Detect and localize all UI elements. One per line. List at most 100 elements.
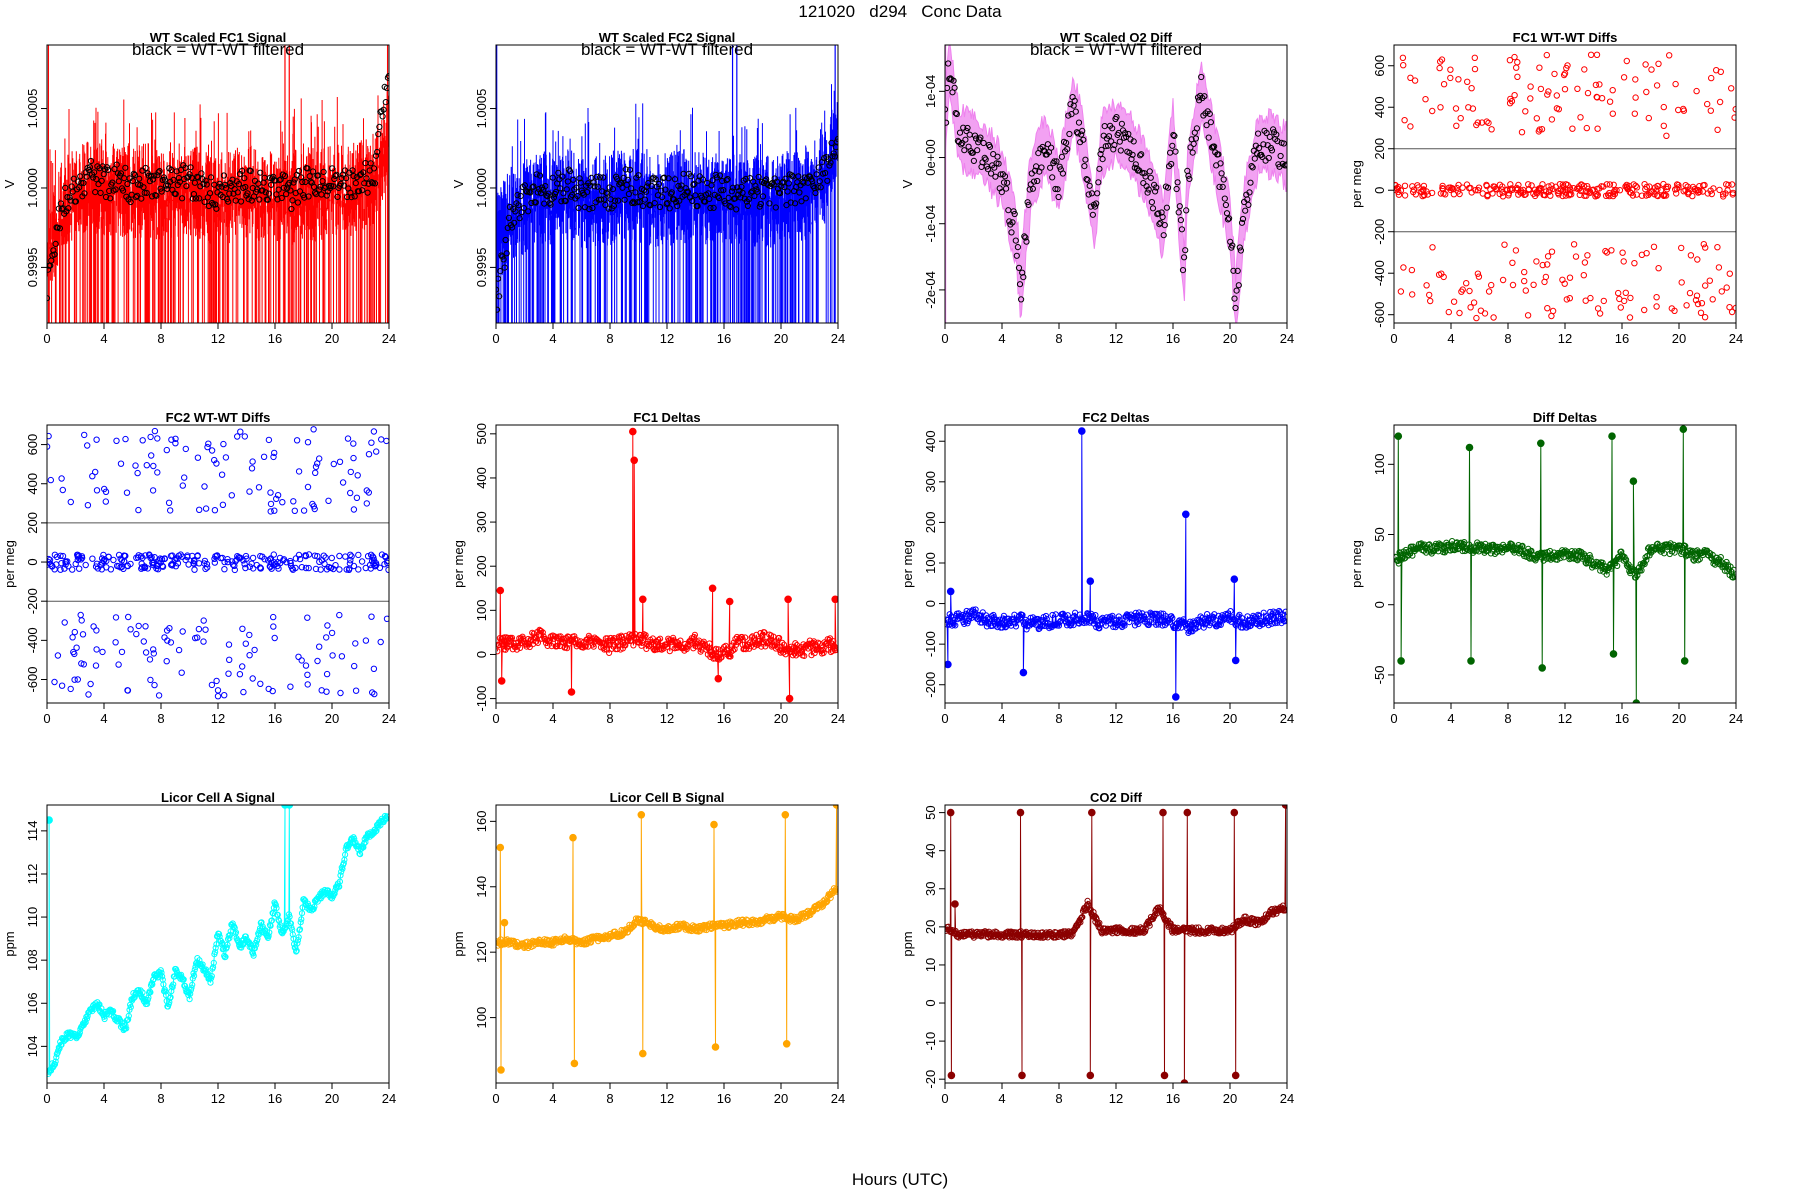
data-point: [1485, 288, 1493, 295]
data-point: [376, 123, 383, 131]
data-point: [305, 551, 313, 558]
y-tick-label: -600: [1372, 302, 1387, 328]
data-point: [832, 645, 838, 652]
data-point: [1515, 542, 1522, 549]
data-point: [150, 560, 157, 567]
data-point: [82, 561, 89, 569]
y-tick-label: 106: [25, 992, 40, 1014]
data-point: [1466, 287, 1473, 295]
y-axis-label: ppm: [2, 931, 17, 956]
data-point: [267, 500, 275, 508]
data-point: [644, 183, 651, 190]
data-point: [319, 178, 326, 185]
data-point: [1606, 181, 1614, 188]
data-point: [83, 1015, 91, 1022]
data-point: [1173, 185, 1180, 193]
data-point: [822, 641, 829, 648]
data-point: [611, 197, 619, 204]
data-point: [238, 944, 245, 951]
data-point: [299, 178, 306, 186]
data-point: [1602, 247, 1609, 255]
data-point: [298, 657, 305, 664]
data-point: [66, 194, 73, 201]
data-point: [344, 435, 352, 442]
data-point: [695, 177, 702, 184]
data-point: [1282, 608, 1287, 615]
data-point: [309, 168, 316, 175]
data-point: [1096, 625, 1103, 632]
data-point: [1399, 54, 1407, 61]
data-point: [1125, 130, 1132, 138]
data-point: [47, 555, 52, 563]
data-point: [1452, 546, 1459, 553]
data-point: [1708, 74, 1715, 82]
data-point: [1012, 623, 1020, 630]
data-point: [98, 177, 105, 184]
data-point: [554, 642, 561, 650]
data-point: [256, 196, 263, 203]
data-point: [958, 141, 965, 148]
data-point: [1088, 610, 1095, 617]
data-point: [102, 498, 110, 505]
data-point: [1514, 73, 1521, 80]
data-point: [311, 505, 318, 513]
data-point: [1539, 181, 1546, 188]
data-point: [496, 940, 504, 947]
data-point: [47, 559, 52, 566]
data-point: [220, 945, 227, 952]
data-point: [1660, 122, 1667, 130]
data-point: [78, 554, 86, 562]
data-point: [826, 162, 833, 169]
data-point: [817, 646, 824, 653]
data-point: [559, 638, 567, 645]
data-point: [1570, 241, 1578, 248]
data-point: [1506, 100, 1514, 107]
data-point: [733, 206, 740, 213]
spike-point: [1182, 510, 1190, 519]
y-tick-label: -200: [1372, 219, 1387, 245]
data-point: [1643, 557, 1650, 564]
data-point: [85, 166, 92, 174]
data-point: [702, 198, 709, 205]
data-point: [1459, 286, 1466, 293]
data-point: [1061, 612, 1068, 619]
data-point: [496, 648, 501, 655]
data-point: [223, 944, 230, 951]
data-point: [219, 554, 226, 562]
data-point: [1097, 621, 1104, 628]
data-point: [1203, 122, 1210, 129]
data-point: [274, 196, 281, 203]
spike-point: [711, 1043, 720, 1051]
data-point: [573, 184, 580, 191]
data-point: [1485, 119, 1492, 127]
data-point: [151, 172, 158, 179]
data-point: [1499, 276, 1507, 284]
data-point: [1222, 201, 1229, 209]
data-point: [225, 198, 232, 205]
data-point: [689, 197, 696, 204]
data-point: [1564, 62, 1571, 69]
data-point: [1019, 269, 1026, 276]
data-point: [102, 488, 110, 496]
data-point: [709, 177, 716, 184]
data-point: [298, 564, 306, 571]
data-point: [1118, 120, 1125, 127]
data-point: [226, 935, 233, 942]
data-point: [655, 180, 663, 188]
data-point: [1450, 298, 1458, 305]
data-point: [1645, 191, 1652, 199]
data-point: [776, 634, 783, 642]
chart-title: WT Scaled FC2 Signal: [599, 30, 736, 45]
data-point: [716, 651, 724, 658]
data-point: [754, 188, 761, 195]
data-point: [577, 179, 584, 186]
data-point: [144, 1000, 151, 1007]
data-point: [185, 561, 192, 568]
data-point: [1116, 138, 1123, 145]
data-point: [208, 973, 215, 980]
data-point: [598, 196, 605, 203]
data-point: [1235, 282, 1242, 289]
x-tick-label: 8: [157, 331, 164, 346]
data-point: [691, 631, 698, 638]
data-point: [994, 153, 1001, 160]
